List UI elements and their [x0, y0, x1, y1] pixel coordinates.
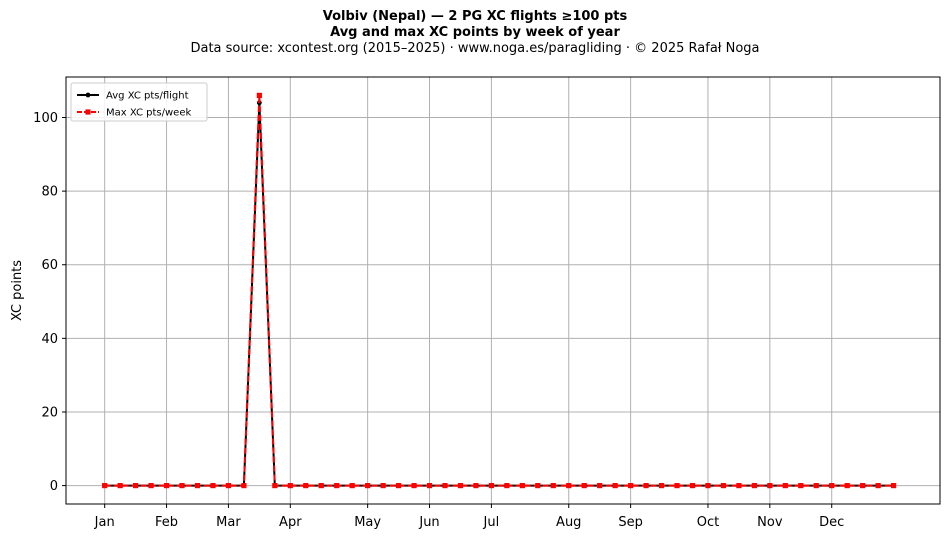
- data-point-max: [163, 482, 170, 489]
- data-point-max: [720, 482, 727, 489]
- data-point-max: [535, 482, 541, 489]
- data-point-max: [890, 482, 897, 489]
- data-point-max: [504, 482, 510, 489]
- data-point-max: [844, 482, 850, 489]
- data-point-max: [658, 482, 665, 489]
- data-point-max: [566, 482, 572, 489]
- data-point-max: [148, 482, 154, 489]
- legend-marker-avg: [85, 92, 91, 98]
- data-point-max: [426, 482, 433, 489]
- legend-label-avg: Avg XC pts/flight: [106, 91, 189, 102]
- data-point-max: [488, 482, 494, 489]
- x-tick-label: May: [354, 515, 381, 530]
- data-point-max: [241, 482, 247, 489]
- data-point-max: [179, 482, 185, 489]
- data-point-max: [798, 482, 804, 489]
- x-tick-label: Mar: [216, 515, 241, 530]
- chart-source-line: Data source: xcontest.org (2015–2025) · …: [190, 41, 760, 56]
- data-point-max: [860, 482, 866, 489]
- data-point-max: [334, 482, 340, 489]
- data-point-max: [365, 482, 371, 489]
- data-point-max: [473, 482, 479, 489]
- data-point-max: [643, 482, 649, 489]
- data-point-max: [256, 92, 262, 99]
- y-tick-label: 40: [41, 332, 58, 347]
- data-point-max: [225, 482, 232, 489]
- data-point-max: [705, 482, 711, 489]
- data-point-max: [210, 482, 216, 489]
- y-tick-label: 0: [50, 479, 58, 494]
- data-point-max: [457, 482, 464, 489]
- x-tick-label: Apr: [279, 515, 302, 530]
- series-line-avg: [104, 101, 894, 487]
- y-axis-label: XC points: [10, 260, 25, 321]
- x-tick-label: Nov: [757, 515, 783, 530]
- plot-frame: [65, 76, 941, 505]
- data-point-max: [380, 482, 386, 489]
- data-point-max: [767, 482, 773, 489]
- x-tick-label: Dec: [819, 515, 844, 530]
- data-point-max: [102, 482, 108, 489]
- data-point-max: [272, 482, 278, 489]
- y-tick-label: 20: [41, 405, 58, 420]
- x-tick-label: Sep: [618, 515, 643, 530]
- chart-subtitle: Avg and max XC points by week of year: [330, 25, 620, 40]
- data-point-max: [117, 482, 123, 489]
- x-tick-label: Jan: [94, 515, 115, 530]
- data-point-max: [782, 482, 788, 489]
- series-layer: [102, 92, 897, 489]
- data-point-max: [597, 482, 603, 489]
- grid-layer: [66, 77, 940, 504]
- data-point-max: [287, 482, 293, 489]
- data-point-max: [550, 482, 556, 489]
- data-point-max: [411, 482, 417, 489]
- data-point-max: [303, 482, 309, 489]
- legend: Avg XC pts/flight Max XC pts/week: [70, 82, 208, 122]
- legend-label-max: Max XC pts/week: [106, 108, 191, 119]
- legend-box: [70, 82, 208, 122]
- y-tick-label: 60: [41, 258, 58, 273]
- data-point-max: [519, 482, 525, 489]
- tick-layer: 0 20 40 60 80 100 Jan Feb Mar Apr May Jun Jul Aug Sep O…: [33, 111, 844, 530]
- x-tick-label: Jun: [418, 515, 439, 530]
- legend-marker-max: [85, 109, 91, 115]
- data-point-max: [875, 482, 881, 489]
- x-tick-label: Oct: [697, 515, 719, 530]
- chart-title: Volbiv (Nepal) — 2 PG XC flights ≥100 pt…: [322, 9, 628, 24]
- data-point-max: [318, 482, 324, 489]
- data-point-max: [133, 482, 139, 489]
- data-point-max: [674, 482, 680, 489]
- data-point-max: [689, 482, 696, 489]
- chart-title-block: Volbiv (Nepal) — 2 PG XC flights ≥100 pt…: [0, 9, 950, 57]
- x-tick-label: Feb: [155, 515, 178, 530]
- y-tick-label: 80: [41, 185, 58, 200]
- x-tick-label: Jul: [483, 515, 500, 530]
- data-point-max: [612, 482, 618, 489]
- data-point-max: [736, 482, 742, 489]
- data-point-max: [813, 482, 819, 489]
- x-tick-label: Aug: [556, 515, 581, 530]
- data-point-max: [581, 482, 587, 489]
- data-point-max: [349, 482, 355, 489]
- data-point-max: [194, 482, 201, 489]
- data-point-max: [751, 482, 757, 489]
- data-point-max: [829, 482, 835, 489]
- y-tick-label: 100: [33, 111, 58, 126]
- data-point-max: [395, 482, 402, 489]
- series-line-max: [104, 94, 894, 487]
- data-point-max: [628, 482, 634, 489]
- data-point-max: [442, 482, 448, 489]
